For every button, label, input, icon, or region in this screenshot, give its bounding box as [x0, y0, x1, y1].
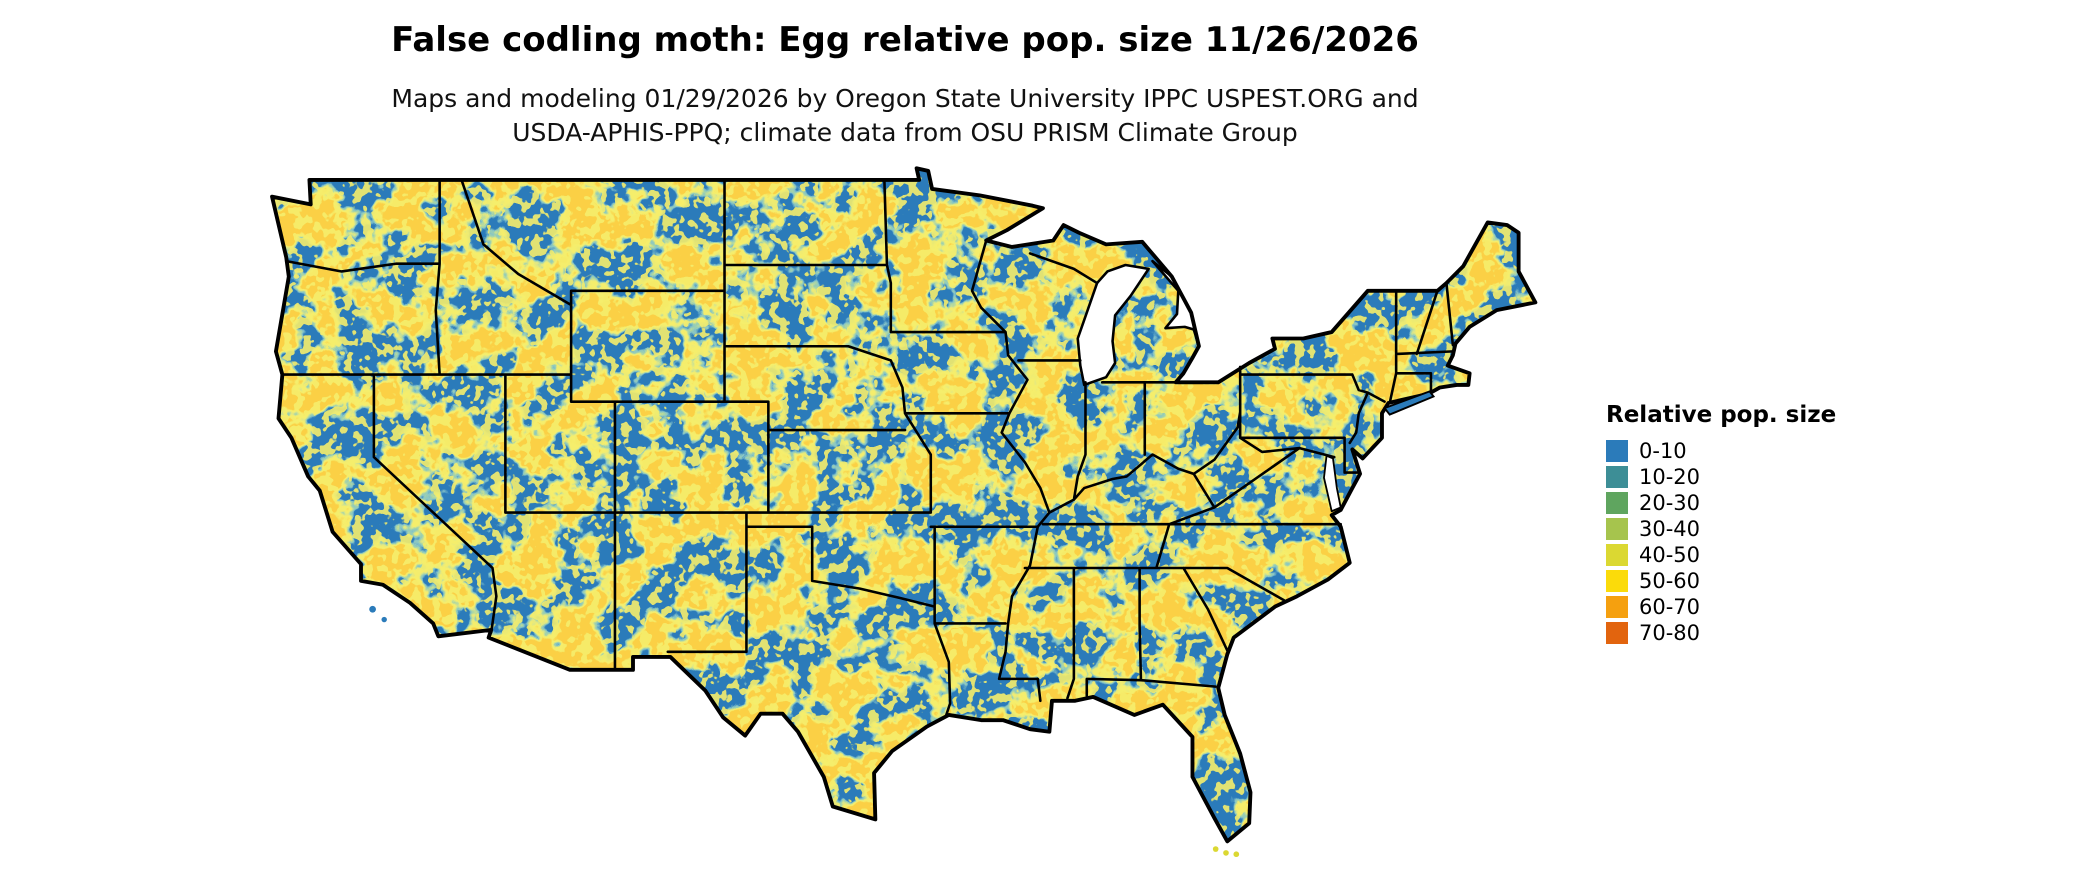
legend-item: 40-50	[1606, 542, 1966, 568]
florida-keys-icon	[1223, 850, 1229, 856]
us-map	[254, 158, 1556, 880]
us-map-svg	[270, 166, 1538, 858]
legend-swatch	[1606, 570, 1628, 592]
legend-label: 10-20	[1639, 465, 1701, 489]
florida-keys-icon	[1233, 851, 1240, 858]
legend-item: 50-60	[1606, 568, 1966, 594]
legend-item: 60-70	[1606, 594, 1966, 620]
legend-label: 20-30	[1639, 491, 1701, 515]
speckle-fine-grain	[272, 168, 1536, 842]
lake-michigan	[1076, 263, 1150, 387]
legend-swatch	[1606, 492, 1628, 514]
legend-item: 70-80	[1606, 620, 1966, 646]
us-outline	[270, 166, 1538, 844]
legend-swatch	[1606, 622, 1628, 644]
legend-label: 0-10	[1639, 439, 1687, 463]
florida-keys-icon	[1212, 846, 1219, 852]
legend-item: 0-10	[1606, 438, 1966, 464]
legend-label: 50-60	[1639, 569, 1701, 593]
page-title: False codling moth: Egg relative pop. si…	[391, 20, 1419, 60]
channel-island-icon	[369, 605, 376, 613]
legend-label: 70-80	[1639, 621, 1701, 645]
legend-label: 40-50	[1639, 543, 1701, 567]
long-island	[1382, 390, 1436, 416]
population-raster	[272, 168, 1536, 842]
legend-item: 30-40	[1606, 516, 1966, 542]
legend-label: 60-70	[1639, 595, 1701, 619]
legend-swatch	[1606, 544, 1628, 566]
legend-swatch	[1606, 518, 1628, 540]
legend: Relative pop. size 0-10 10-20 20-30 30-4…	[1606, 402, 1966, 646]
legend-item: 20-30	[1606, 490, 1966, 516]
page-subtitle: Maps and modeling 01/29/2026 by Oregon S…	[254, 82, 1556, 150]
legend-swatch	[1606, 466, 1628, 488]
legend-item: 10-20	[1606, 464, 1966, 490]
state-borders	[281, 178, 1455, 717]
legend-swatch	[1606, 596, 1628, 618]
channel-island-icon	[381, 616, 387, 623]
legend-label: 30-40	[1639, 517, 1701, 541]
legend-title: Relative pop. size	[1606, 402, 1837, 428]
subtitle-line-2: USDA-APHIS-PPQ; climate data from OSU PR…	[512, 117, 1298, 147]
legend-swatch	[1606, 440, 1628, 462]
subtitle-line-1: Maps and modeling 01/29/2026 by Oregon S…	[391, 84, 1419, 113]
